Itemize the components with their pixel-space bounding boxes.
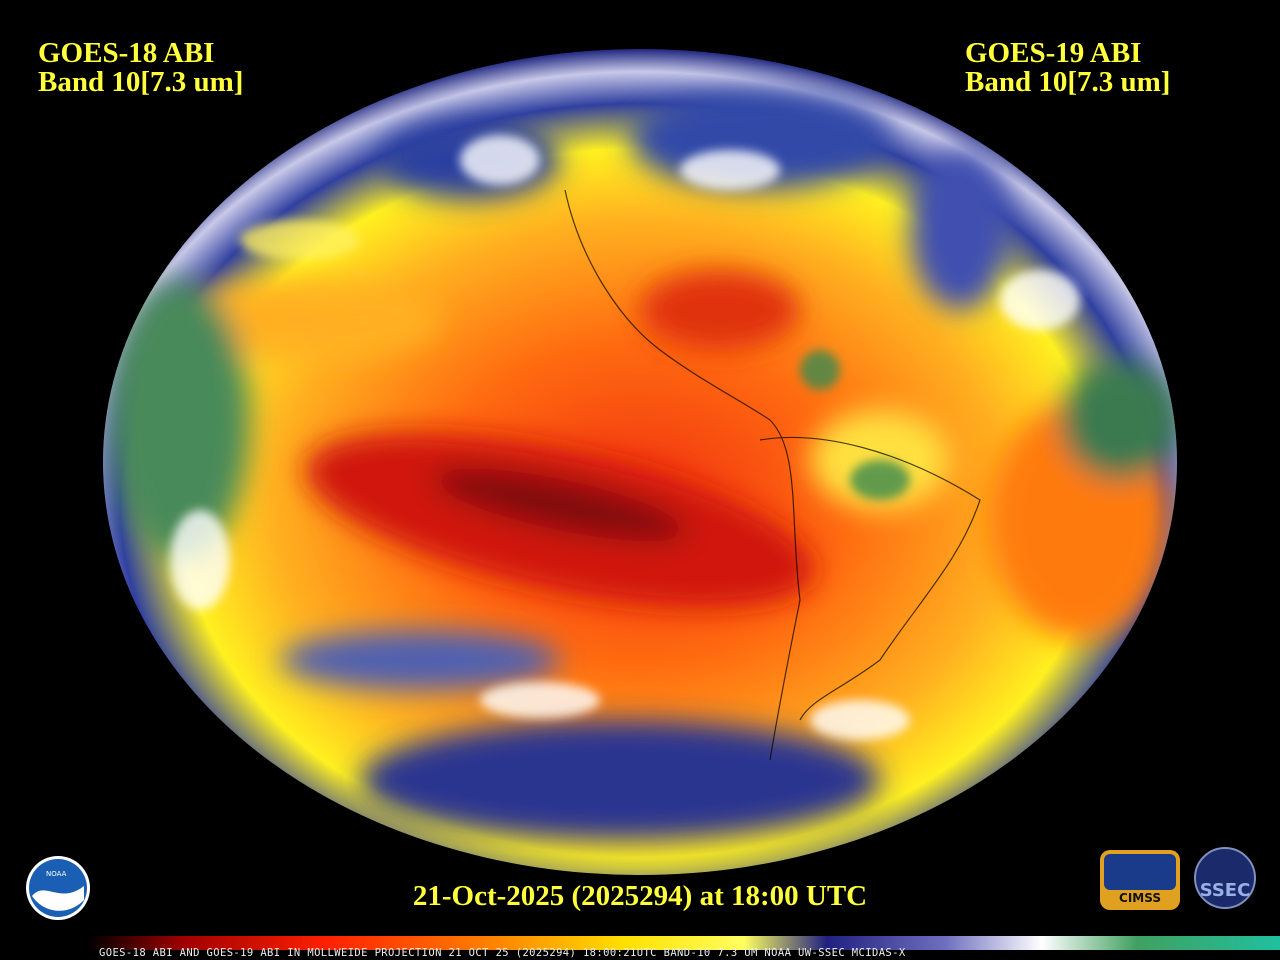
timestamp: 21-Oct-2025 (2025294) at 18:00 UTC — [413, 880, 867, 912]
left-band: Band 10[7.3 um] — [38, 66, 243, 98]
cimss-text: CIMSS — [1119, 891, 1161, 905]
ssec-text: SSEC — [1200, 880, 1251, 901]
footer-caption: GOES-18 ABI AND GOES-19 ABI IN MOLLWEIDE… — [99, 947, 906, 959]
right-band: Band 10[7.3 um] — [965, 66, 1170, 98]
ssec-logo: SSEC — [1194, 847, 1256, 909]
cimss-logo: CIMSS — [1100, 850, 1180, 910]
noaa-logo: NOAA — [26, 856, 90, 920]
left-satellite: GOES-18 ABI — [38, 37, 214, 69]
noaa-text: NOAA — [46, 870, 67, 878]
weather-patterns — [110, 90, 1177, 840]
color-bar — [88, 936, 1280, 950]
right-satellite: GOES-19 ABI — [965, 37, 1141, 69]
